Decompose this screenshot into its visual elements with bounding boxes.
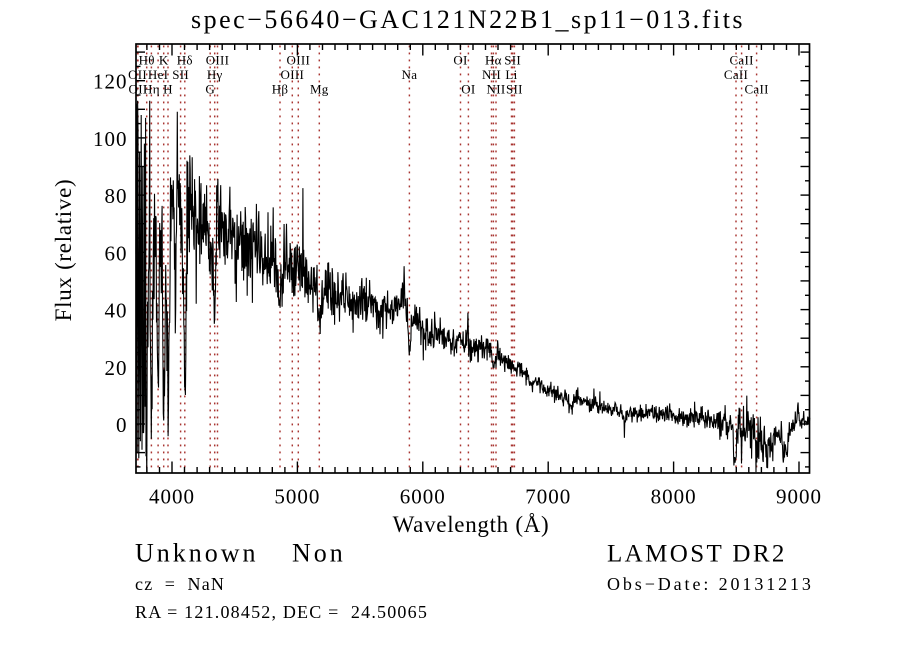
svg-text:0: 0	[116, 413, 128, 437]
svg-text:spec−56640−GAC121N22B1_sp11−01: spec−56640−GAC121N22B1_sp11−013.fits	[191, 5, 745, 34]
svg-text:Na: Na	[402, 67, 418, 82]
svg-text:Li: Li	[505, 67, 517, 82]
svg-text:OIII: OIII	[281, 67, 305, 82]
svg-text:CaII: CaII	[744, 82, 768, 97]
svg-text:OI: OI	[453, 53, 467, 68]
svg-text:8000: 8000	[651, 485, 697, 509]
svg-text:Hη: Hη	[143, 82, 160, 97]
svg-text:7000: 7000	[525, 485, 571, 509]
svg-text:Unknown: Unknown	[135, 539, 259, 568]
svg-text:NII: NII	[487, 82, 506, 97]
svg-text:G: G	[205, 82, 215, 97]
svg-text:SII: SII	[504, 53, 521, 68]
svg-text:RA = 121.08452, DEC = 24.5006: RA = 121.08452, DEC = 24.50065	[135, 602, 428, 622]
svg-text:40: 40	[105, 299, 128, 323]
svg-text:20: 20	[105, 356, 128, 380]
svg-text:Hβ: Hβ	[272, 82, 289, 97]
svg-text:OIII: OIII	[206, 53, 230, 68]
svg-text:HeI: HeI	[148, 67, 168, 82]
svg-text:OIII: OIII	[287, 53, 311, 68]
svg-text:Obs−Date: 20131213: Obs−Date: 20131213	[607, 574, 814, 594]
svg-text:H: H	[163, 82, 173, 97]
svg-text:SII: SII	[506, 82, 523, 97]
svg-text:OI: OI	[461, 82, 475, 97]
svg-text:OII: OII	[129, 82, 148, 97]
svg-text:K: K	[159, 53, 169, 68]
svg-text:60: 60	[105, 241, 128, 265]
svg-text:NII: NII	[482, 67, 501, 82]
svg-text:Flux (relative): Flux (relative)	[51, 179, 76, 322]
svg-text:Non: Non	[292, 539, 346, 568]
svg-text:Hγ: Hγ	[207, 67, 223, 82]
svg-text:120: 120	[93, 70, 128, 94]
svg-text:Hθ: Hθ	[139, 53, 155, 68]
svg-text:Mg: Mg	[310, 82, 329, 97]
svg-text:CaII: CaII	[729, 53, 753, 68]
svg-text:4000: 4000	[149, 485, 195, 509]
svg-text:CaII: CaII	[724, 67, 748, 82]
svg-text:9000: 9000	[776, 485, 822, 509]
svg-text:OII: OII	[128, 67, 147, 82]
svg-text:Hα: Hα	[485, 53, 502, 68]
svg-text:6000: 6000	[400, 485, 446, 509]
svg-text:Wavelength (Å): Wavelength (Å)	[393, 512, 550, 537]
svg-text:5000: 5000	[274, 485, 320, 509]
svg-text:80: 80	[105, 184, 128, 208]
svg-text:LAMOST DR2: LAMOST DR2	[607, 541, 787, 568]
svg-text:Hδ: Hδ	[177, 53, 193, 68]
svg-text:SII: SII	[172, 67, 189, 82]
svg-text:cz = NaN: cz = NaN	[135, 574, 225, 594]
svg-text:100: 100	[93, 127, 128, 151]
